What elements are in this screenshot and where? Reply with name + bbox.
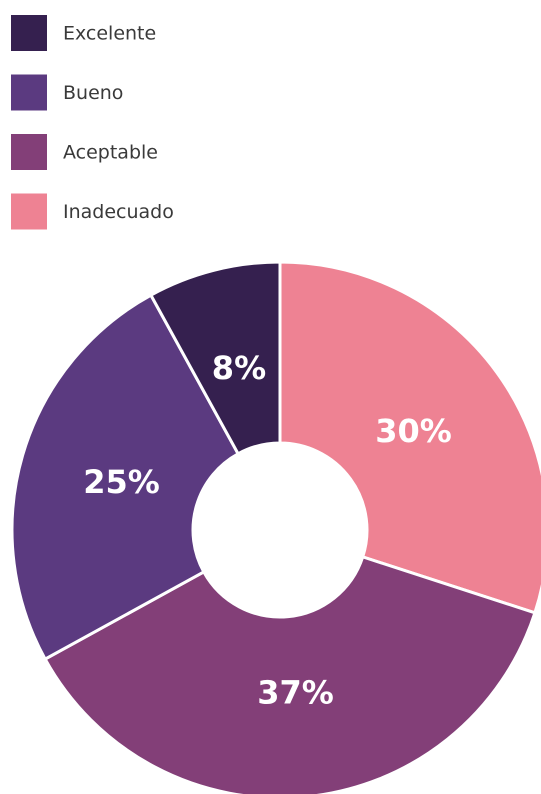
legend-swatch	[11, 193, 47, 230]
donut-slice	[10, 293, 241, 662]
value-label: 8%	[212, 349, 266, 387]
legend-label: Bueno	[63, 82, 123, 104]
legend-label: Aceptable	[63, 142, 158, 164]
value-label: 37%	[257, 673, 334, 711]
legend-swatch	[11, 74, 47, 111]
donut-slice	[278, 260, 541, 615]
legend-swatch	[11, 134, 47, 170]
donut-slice	[43, 554, 537, 794]
value-label: 25%	[83, 463, 160, 501]
donut-slice	[148, 260, 282, 456]
legend-label: Inadecuado	[63, 201, 174, 223]
legend-swatch	[11, 15, 47, 51]
value-label: 30%	[375, 412, 452, 450]
legend-label: Excelente	[63, 23, 156, 45]
